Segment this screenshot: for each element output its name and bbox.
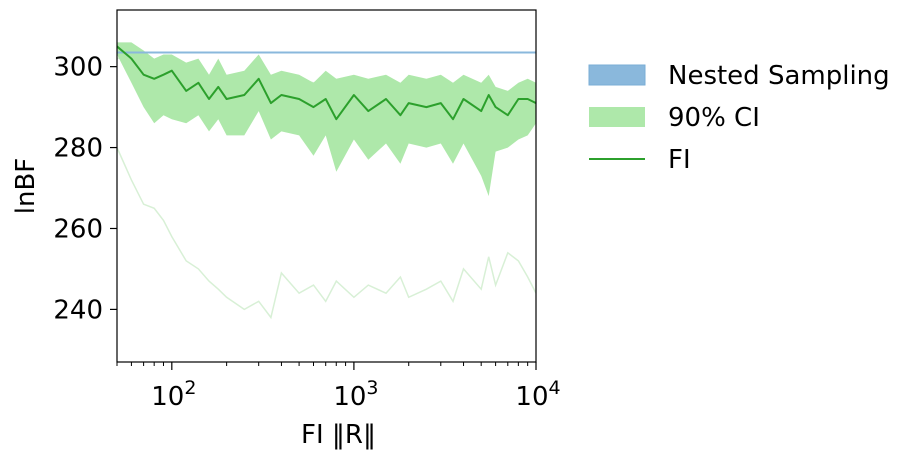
y-axis-label: lnBF bbox=[11, 158, 41, 215]
ci-band bbox=[117, 42, 536, 197]
y-tick-label-300: 300 bbox=[53, 53, 103, 83]
fi-line-layer bbox=[117, 45, 536, 121]
tick-layer: 240 260 280 300 102 103 104 bbox=[53, 53, 560, 412]
ci-band-layer bbox=[117, 42, 536, 197]
x-tick-label-1000: 103 bbox=[333, 377, 378, 412]
legend-label-2: FI bbox=[668, 145, 691, 175]
legend-label-1: 90% CI bbox=[668, 103, 760, 133]
x-axis-label: FI ‖R‖ bbox=[301, 420, 376, 450]
fi-line bbox=[117, 45, 536, 121]
plot-frame bbox=[116, 9, 537, 363]
y-tick-label-240: 240 bbox=[53, 295, 103, 325]
legend-swatch-1 bbox=[589, 107, 645, 127]
x-tick-label-10000: 104 bbox=[515, 377, 560, 412]
legend-swatch-0 bbox=[588, 64, 646, 86]
legend: Nested Sampling 90% CI FI bbox=[588, 61, 890, 175]
y-tick-label-280: 280 bbox=[53, 134, 103, 164]
x-tick-label-100: 102 bbox=[151, 377, 196, 412]
legend-label-0: Nested Sampling bbox=[668, 61, 890, 91]
y-tick-label-260: 260 bbox=[53, 214, 103, 244]
faint-trace-0 bbox=[117, 147, 536, 320]
